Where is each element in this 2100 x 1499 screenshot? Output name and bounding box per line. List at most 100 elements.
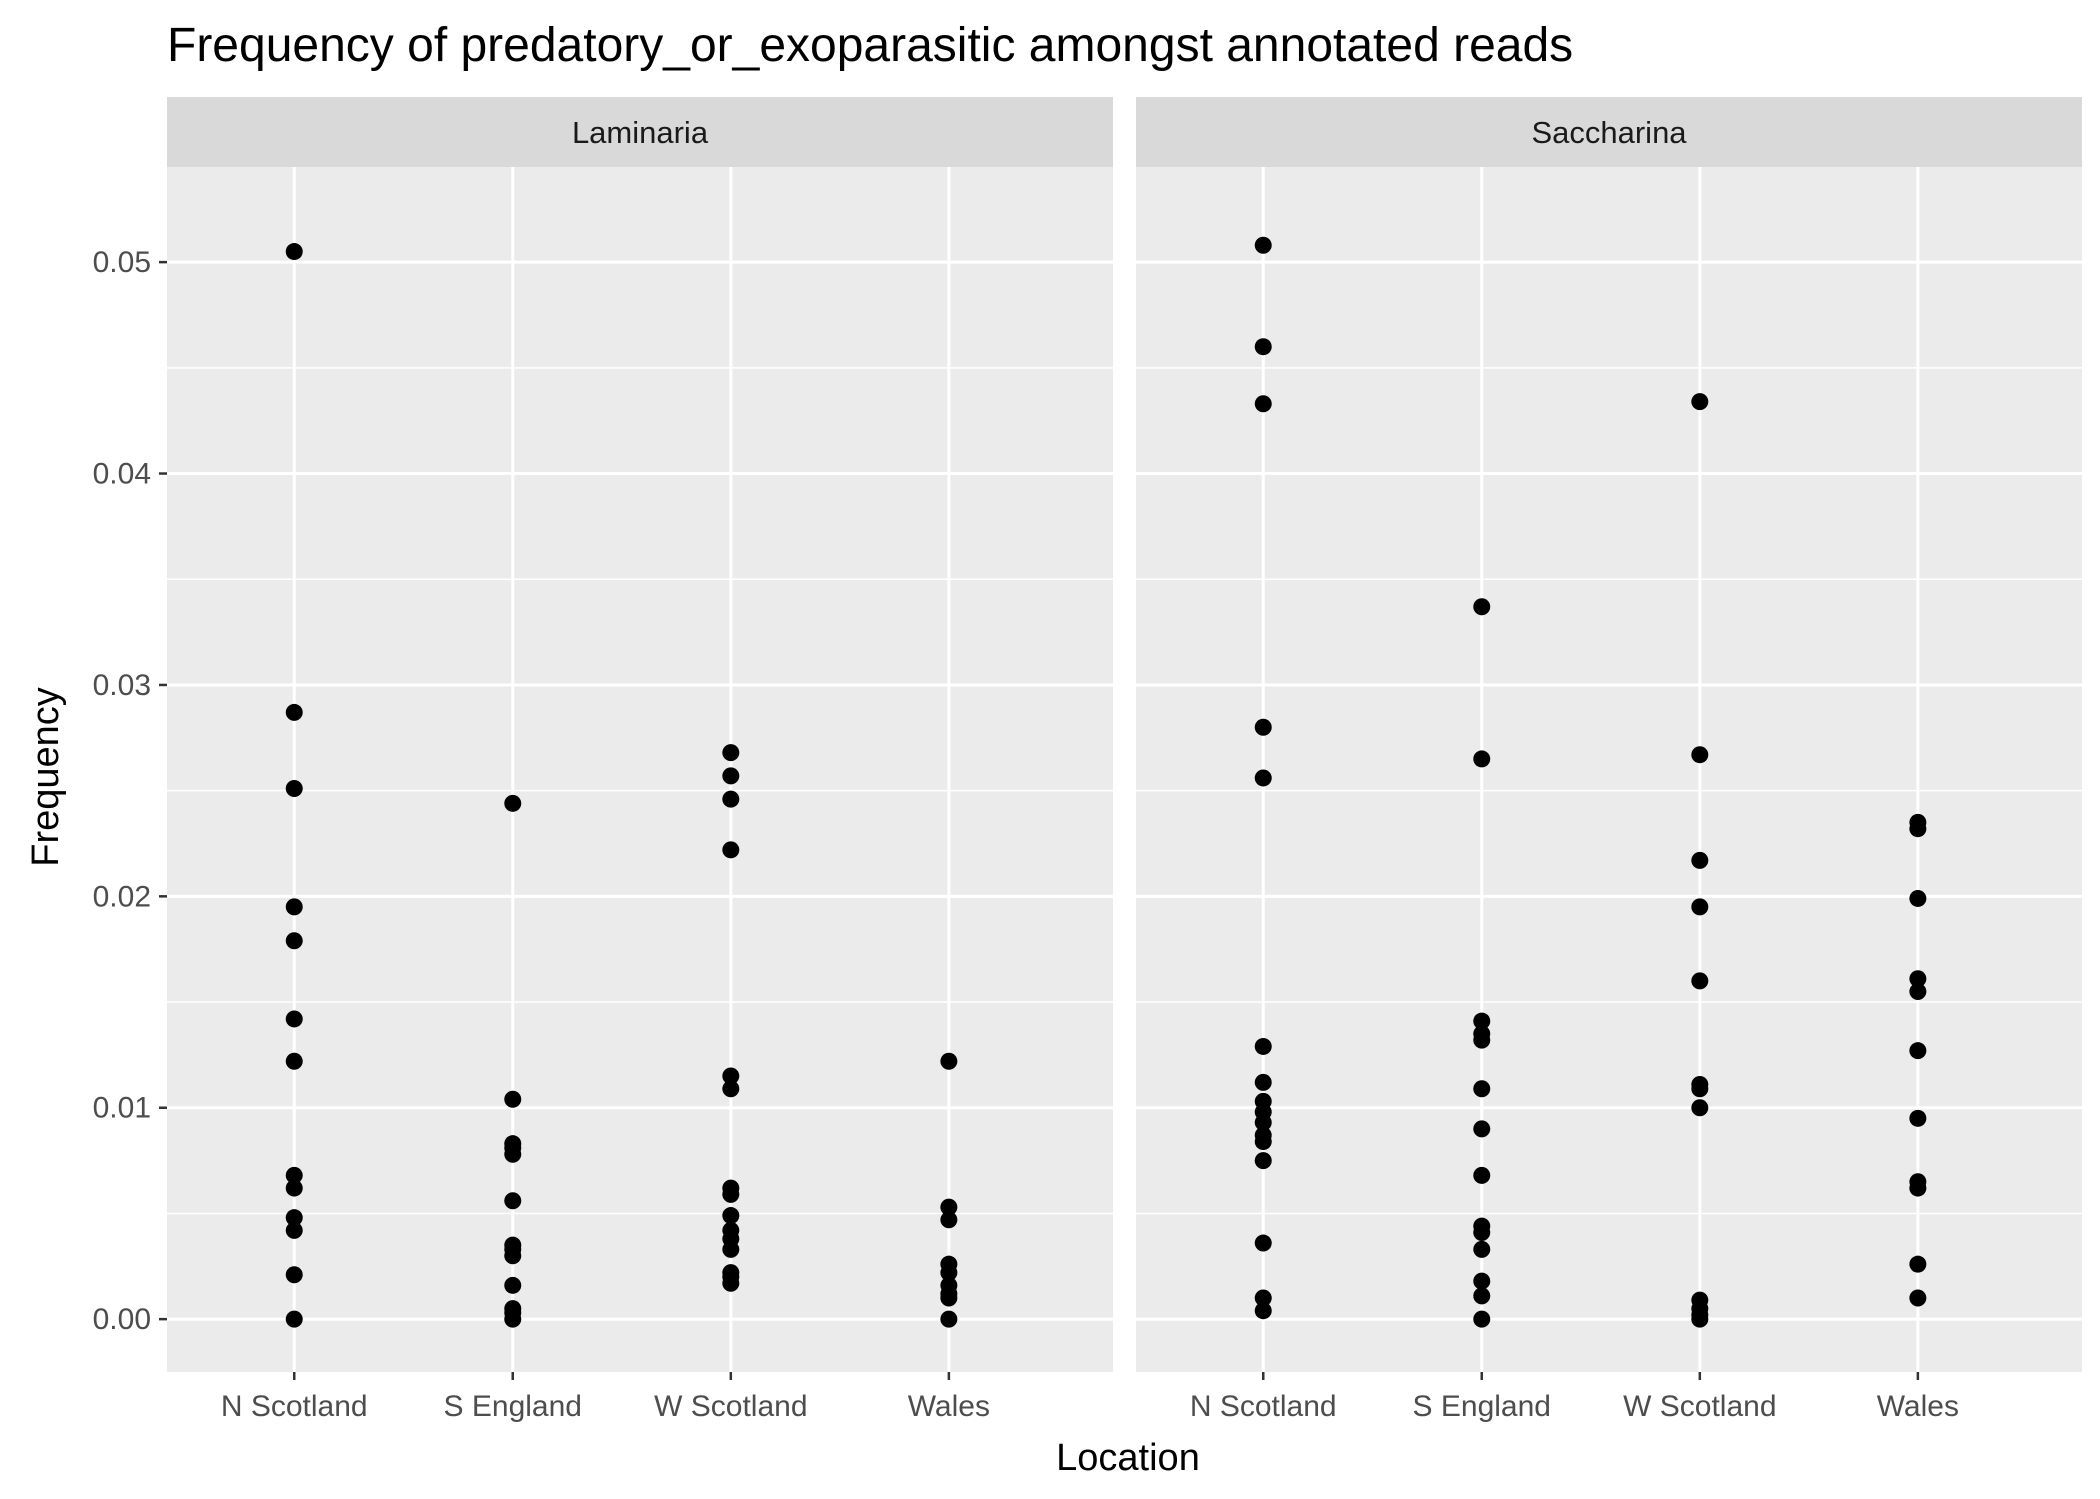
data-point — [285, 898, 303, 916]
data-point — [722, 1185, 740, 1203]
data-point — [1691, 746, 1709, 764]
data-point — [940, 1264, 958, 1282]
data-point — [1473, 1166, 1491, 1184]
data-point — [285, 932, 303, 950]
data-point — [285, 780, 303, 798]
panels: Laminaria N Scotland S England W Scotland Wa… — [167, 97, 2082, 1423]
y-axis: 0.00 0.01 0.02 0.03 0.04 0.05 — [93, 246, 167, 1336]
x-tick-label: N Scotland — [221, 1390, 368, 1423]
data-point — [1691, 972, 1709, 990]
data-point — [1473, 1287, 1491, 1305]
data-point — [1909, 1255, 1927, 1273]
data-point — [722, 790, 740, 808]
panel-background — [1136, 167, 2082, 1372]
data-point — [722, 1274, 740, 1292]
panel-saccharina: Saccharina N Scotland S England W Scotland W… — [1136, 97, 2082, 1423]
y-tick-label: 0.01 — [93, 1092, 151, 1125]
data-point — [722, 1067, 740, 1085]
data-point — [1254, 1114, 1272, 1132]
y-tick-label: 0.05 — [93, 246, 151, 279]
facet-strip — [1136, 97, 2082, 167]
data-point — [1473, 1272, 1491, 1290]
y-tick-label: 0.02 — [93, 880, 151, 913]
y-axis-title: Frequency — [25, 687, 67, 867]
data-point — [285, 703, 303, 721]
data-point — [1473, 1012, 1491, 1030]
x-tick-label: Wales — [908, 1390, 990, 1423]
data-point — [1473, 1310, 1491, 1328]
data-point — [940, 1289, 958, 1307]
data-point — [285, 1221, 303, 1239]
data-point — [285, 1209, 303, 1227]
x-tick-label: N Scotland — [1190, 1390, 1337, 1423]
data-point — [285, 1310, 303, 1328]
chart-title: Frequency of predatory_or_exoparasitic a… — [167, 19, 1573, 72]
x-tick-label: W Scotland — [1623, 1390, 1776, 1423]
data-point — [285, 1052, 303, 1070]
data-point — [1909, 820, 1927, 838]
data-point — [1691, 1080, 1709, 1098]
data-point — [1473, 1223, 1491, 1241]
data-point — [1254, 1152, 1272, 1170]
data-point — [504, 1145, 522, 1163]
data-point — [1909, 1289, 1927, 1307]
data-point — [1254, 395, 1272, 413]
data-point — [1909, 1042, 1927, 1060]
data-point — [285, 243, 303, 261]
data-point — [722, 1080, 740, 1098]
data-point — [940, 1198, 958, 1216]
x-axis-title: Location — [1056, 1437, 1200, 1479]
y-tick-label: 0.04 — [93, 458, 151, 491]
panel-background — [167, 167, 1113, 1372]
data-point — [504, 1276, 522, 1294]
x-tick-label: S England — [1413, 1390, 1551, 1423]
data-point — [504, 1090, 522, 1108]
data-point — [1691, 851, 1709, 869]
data-point — [1909, 1179, 1927, 1197]
data-point — [722, 841, 740, 859]
data-point — [504, 1247, 522, 1265]
data-point — [1254, 718, 1272, 736]
data-point — [1473, 1080, 1491, 1098]
panel-laminaria: Laminaria N Scotland S England W Scotland Wa… — [167, 97, 1113, 1423]
data-point — [722, 1240, 740, 1258]
data-point — [504, 1192, 522, 1210]
data-point — [1909, 889, 1927, 907]
facet-strip-label: Saccharina — [1531, 115, 1687, 150]
data-point — [1691, 393, 1709, 411]
data-point — [1691, 898, 1709, 916]
data-point — [722, 767, 740, 785]
data-point — [1254, 338, 1272, 356]
x-tick-label: W Scotland — [654, 1390, 807, 1423]
data-point — [1254, 1037, 1272, 1055]
data-point — [1473, 598, 1491, 616]
data-point — [1909, 982, 1927, 1000]
data-point — [1909, 1109, 1927, 1127]
data-point — [285, 1010, 303, 1028]
data-point — [1691, 1099, 1709, 1117]
data-point — [1254, 236, 1272, 254]
data-point — [1473, 1240, 1491, 1258]
data-point — [1254, 1133, 1272, 1151]
data-point — [722, 744, 740, 762]
x-tick-label: Wales — [1877, 1390, 1959, 1423]
facet-strip — [167, 97, 1113, 167]
data-point — [722, 1207, 740, 1225]
data-point — [1473, 750, 1491, 768]
data-point — [1691, 1310, 1709, 1328]
data-point — [285, 1179, 303, 1197]
data-point — [1473, 1031, 1491, 1049]
data-point — [1254, 1302, 1272, 1320]
data-point — [1254, 769, 1272, 787]
data-point — [1909, 970, 1927, 988]
data-point — [940, 1211, 958, 1229]
data-point — [504, 794, 522, 812]
data-point — [1473, 1120, 1491, 1138]
y-tick-label: 0.03 — [93, 669, 151, 702]
data-point — [1254, 1073, 1272, 1091]
x-tick-label: S England — [444, 1390, 582, 1423]
data-point — [285, 1266, 303, 1284]
data-point — [285, 1166, 303, 1184]
data-point — [940, 1052, 958, 1070]
